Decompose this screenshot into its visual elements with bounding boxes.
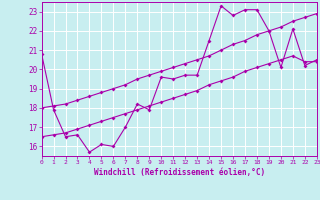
- X-axis label: Windchill (Refroidissement éolien,°C): Windchill (Refroidissement éolien,°C): [94, 168, 265, 177]
